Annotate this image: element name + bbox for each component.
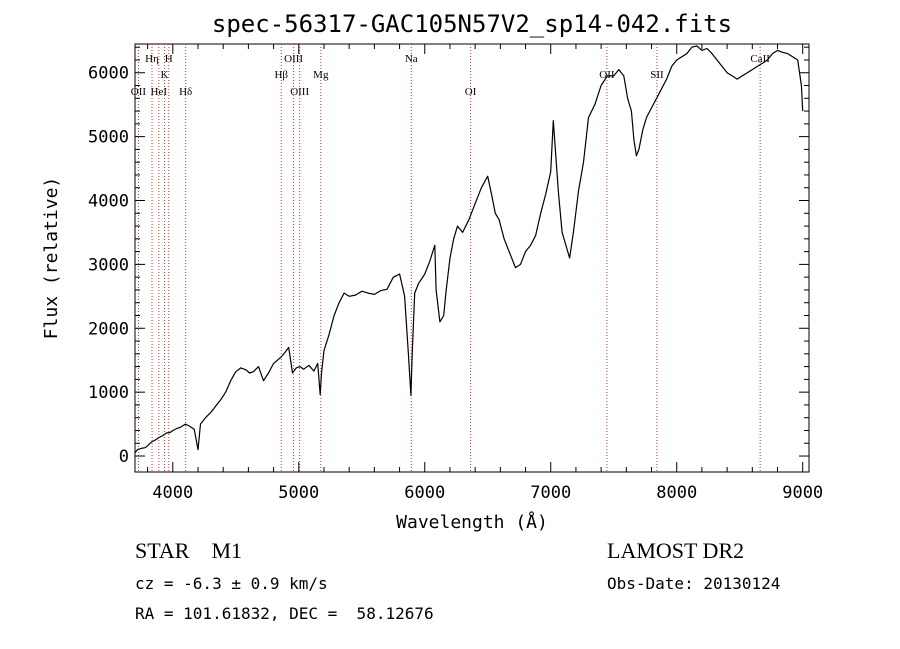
plot-frame (134, 43, 810, 473)
y-tick-label: 2000 (88, 319, 129, 339)
axes: 4000 5000 6000 7000 8000 9000 0 1000 2000 3000 400… (88, 44, 823, 503)
y-tick-label: 6000 (88, 64, 129, 84)
x-axis-label: Wavelength (Å) (396, 511, 548, 533)
line-marker-label: Hβ (274, 69, 288, 81)
x-tick-label: 9000 (782, 483, 823, 503)
x-tick-label: 6000 (404, 483, 445, 503)
line-marker-label: OIII (284, 53, 303, 65)
line-marker-label: CaII (750, 53, 770, 65)
line-marker-label: OII (599, 69, 615, 81)
line-marker-label: OIII (290, 86, 309, 98)
chart-title: spec-56317-GAC105N57V2_sp14-042.fits (212, 10, 732, 38)
spectrum-series (134, 45, 804, 454)
object-class: STAR M1 (135, 538, 243, 563)
x-tick-label: 5000 (278, 483, 319, 503)
line-marker-label: K (161, 69, 169, 81)
line-marker-label: OI (465, 86, 477, 98)
y-tick-label: 4000 (88, 192, 129, 212)
radial-velocity: cz = -6.3 ± 0.9 km/s (135, 574, 328, 593)
y-tick-label: 1000 (88, 383, 129, 403)
observation-date: Obs-Date: 20130124 (607, 574, 781, 593)
spectrum-line (134, 45, 804, 454)
line-marker-label: Hη (145, 53, 159, 65)
coordinates: RA = 101.61832, DEC = 58.12676 (135, 604, 434, 623)
x-tick-label: 4000 (152, 483, 193, 503)
line-marker-label: OII (131, 86, 147, 98)
line-marker-label: H (165, 53, 173, 65)
y-tick-label: 3000 (88, 255, 129, 275)
x-tick-label: 7000 (530, 483, 571, 503)
line-marker-label: Mg (313, 69, 329, 81)
y-tick-label: 0 (119, 447, 129, 467)
line-marker-label: Na (405, 53, 418, 65)
y-tick-label: 5000 (88, 128, 129, 148)
x-tick-label: 8000 (656, 483, 697, 503)
line-marker-label: Hδ (179, 86, 192, 98)
line-marker-label: HeI (151, 86, 168, 98)
survey-name: LAMOST DR2 (607, 538, 745, 563)
line-marker-label: SII (650, 69, 664, 81)
y-axis-label: Flux (relative) (41, 177, 62, 340)
